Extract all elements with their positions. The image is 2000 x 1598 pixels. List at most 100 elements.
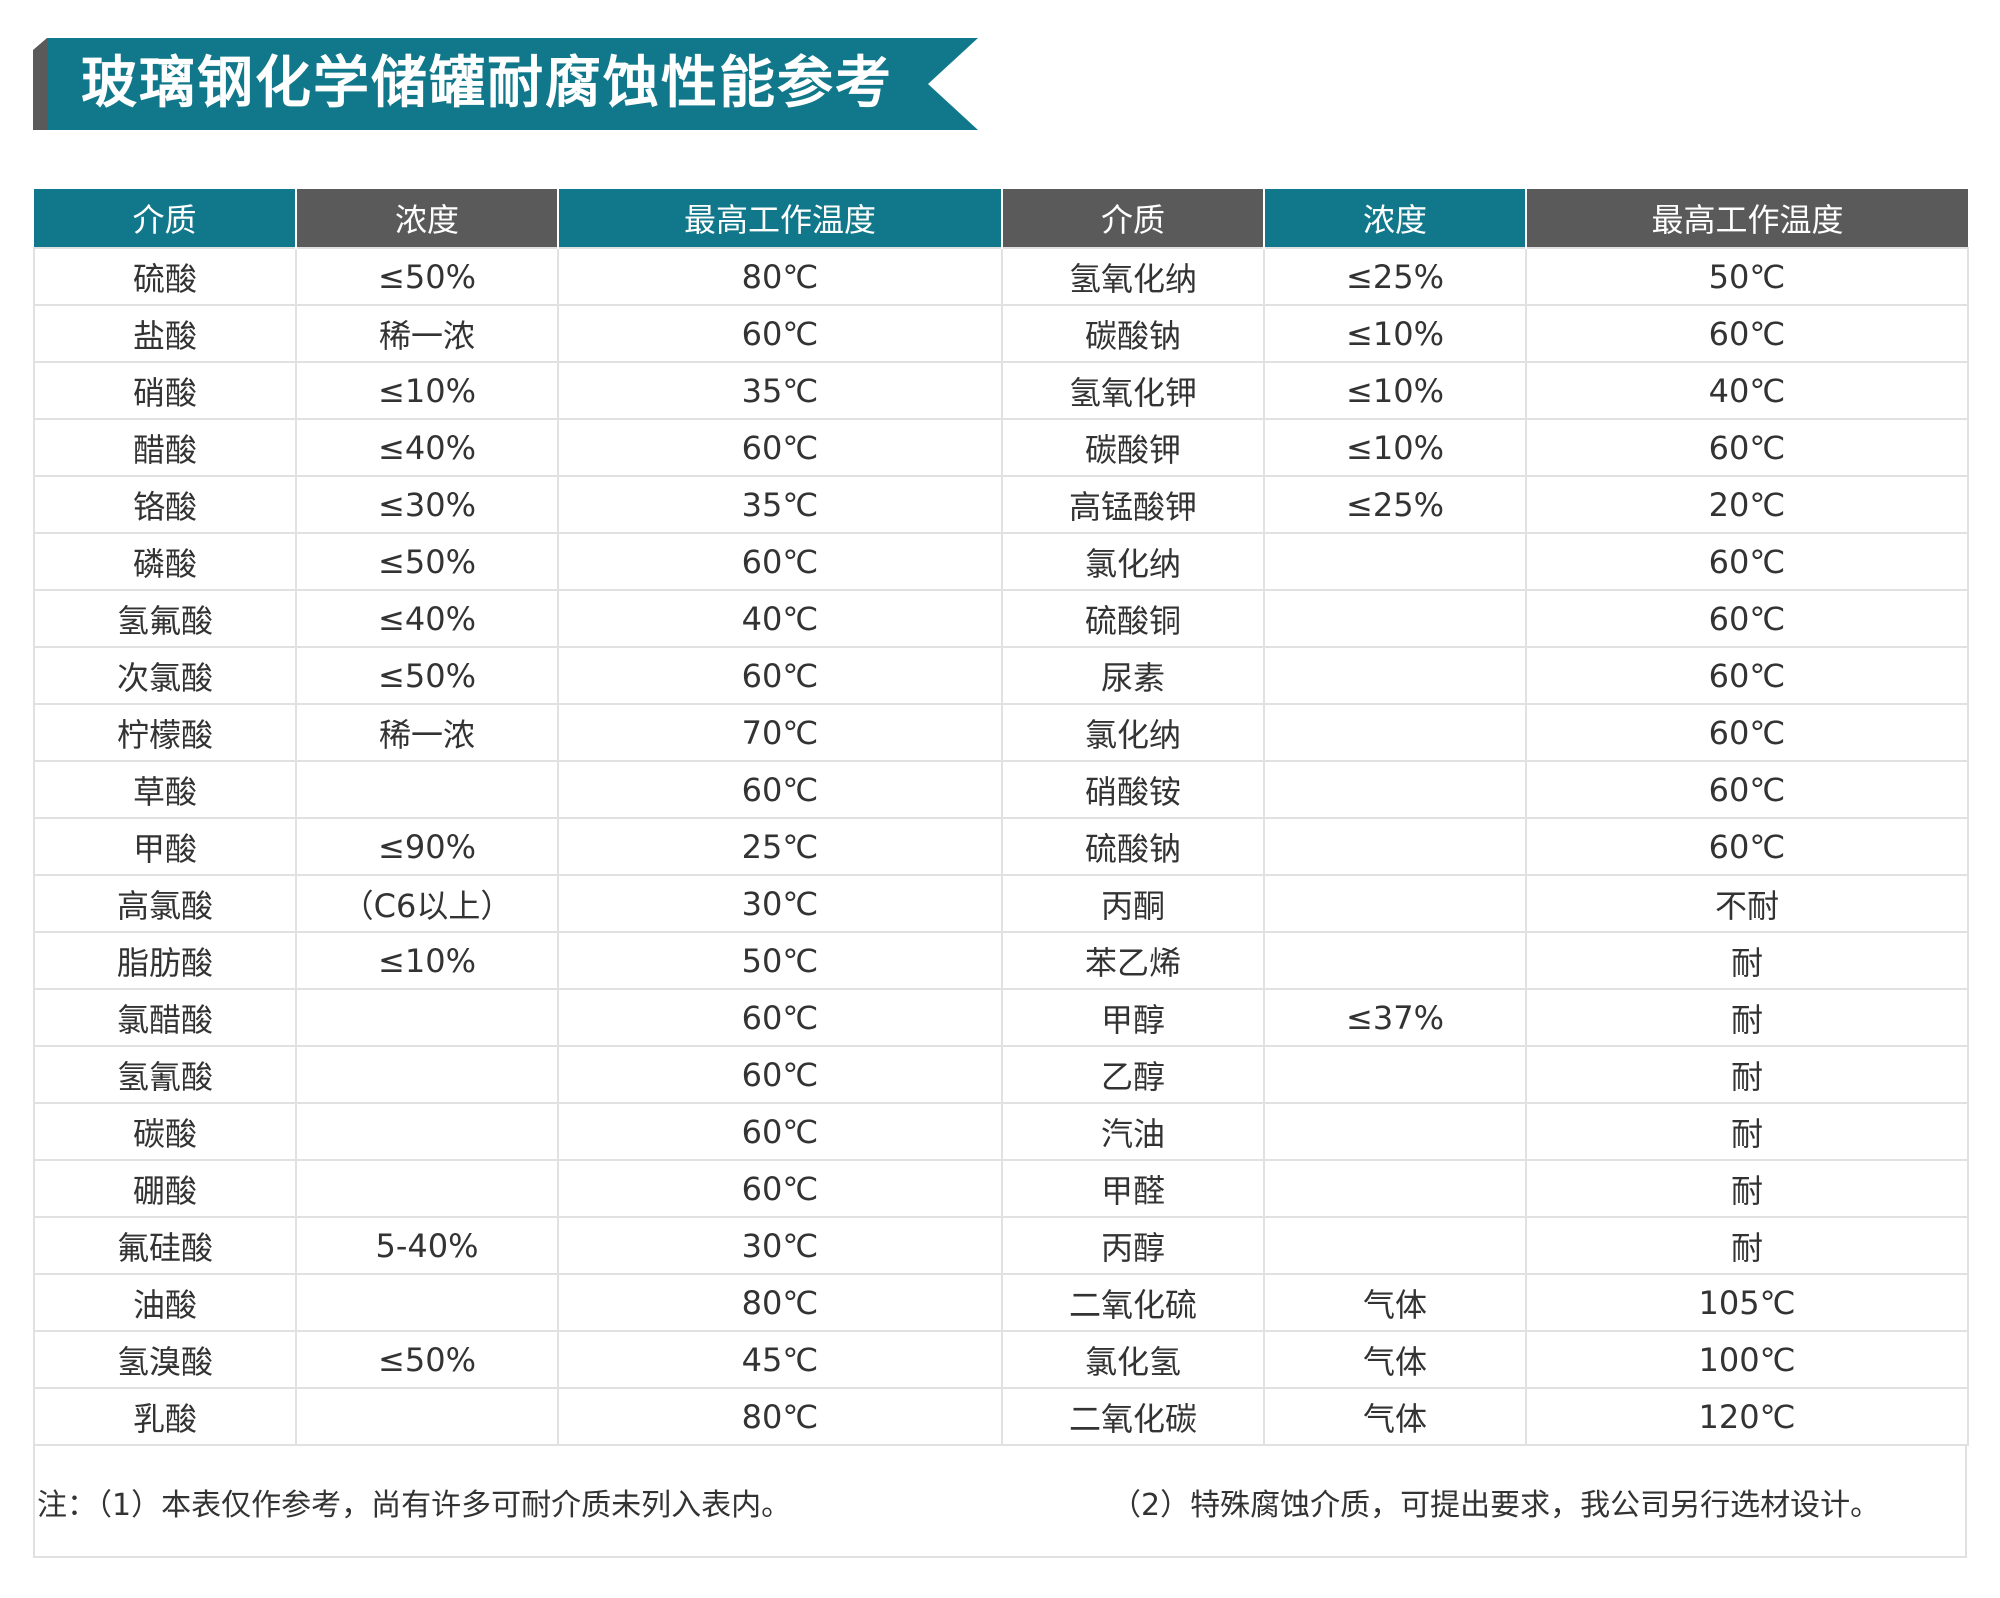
cell-medium-2: 硝酸铵 — [1001, 760, 1265, 819]
cell-max-temp: 35℃ — [557, 361, 1003, 420]
cell-max-temp: 80℃ — [557, 247, 1003, 306]
cell-concentration-2 — [1263, 703, 1527, 762]
table-row: 甲酸 ≤90% 25℃ 硫酸钠 60℃ — [33, 817, 1969, 876]
cell-medium: 高氯酸 — [33, 874, 297, 933]
cell-max-temp-2: 60℃ — [1525, 418, 1969, 477]
cell-medium: 氢氰酸 — [33, 1045, 297, 1104]
cell-medium: 油酸 — [33, 1273, 297, 1332]
cell-medium-2: 丙酮 — [1001, 874, 1265, 933]
cell-concentration: 稀一浓 — [295, 304, 559, 363]
cell-max-temp-2: 耐 — [1525, 988, 1969, 1047]
cell-medium-2: 苯乙烯 — [1001, 931, 1265, 990]
table-row: 硝酸 ≤10% 35℃ 氢氧化钾 ≤10% 40℃ — [33, 361, 1969, 420]
cell-concentration-2: ≤25% — [1263, 475, 1527, 534]
cell-concentration: （C6以上） — [295, 874, 559, 933]
table-row: 高氯酸 （C6以上） 30℃ 丙酮 不耐 — [33, 874, 1969, 933]
cell-medium-2: 氯化纳 — [1001, 532, 1265, 591]
cell-medium-2: 氯化氢 — [1001, 1330, 1265, 1389]
cell-medium-2: 高锰酸钾 — [1001, 475, 1265, 534]
cell-medium: 盐酸 — [33, 304, 297, 363]
cell-max-temp-2: 60℃ — [1525, 532, 1969, 591]
cell-max-temp: 80℃ — [557, 1387, 1003, 1446]
table-row: 盐酸 稀一浓 60℃ 碳酸钠 ≤10% 60℃ — [33, 304, 1969, 363]
cell-max-temp: 60℃ — [557, 1045, 1003, 1104]
cell-concentration — [295, 1273, 559, 1332]
data-table: 介质 浓度 最高工作温度 介质 浓度 最高工作温度 硫酸 ≤50% 80℃ 氢氧化纳 ≤… — [33, 189, 1969, 1446]
cell-concentration-2 — [1263, 760, 1527, 819]
cell-medium-2: 氯化纳 — [1001, 703, 1265, 762]
cell-concentration-2 — [1263, 1216, 1527, 1275]
table-row: 草酸 60℃ 硝酸铵 60℃ — [33, 760, 1969, 819]
cell-max-temp: 40℃ — [557, 589, 1003, 648]
cell-max-temp: 60℃ — [557, 418, 1003, 477]
cell-max-temp-2: 50℃ — [1525, 247, 1969, 306]
cell-medium: 磷酸 — [33, 532, 297, 591]
cell-max-temp: 60℃ — [557, 1102, 1003, 1161]
cell-medium-2: 碳酸钾 — [1001, 418, 1265, 477]
cell-medium-2: 汽油 — [1001, 1102, 1265, 1161]
cell-concentration — [295, 1102, 559, 1161]
cell-medium: 草酸 — [33, 760, 297, 819]
cell-concentration-2 — [1263, 589, 1527, 648]
table-row: 硼酸 60℃ 甲醛 耐 — [33, 1159, 1969, 1218]
cell-concentration — [295, 760, 559, 819]
cell-medium-2: 甲醛 — [1001, 1159, 1265, 1218]
cell-max-temp: 60℃ — [557, 646, 1003, 705]
cell-max-temp: 60℃ — [557, 1159, 1003, 1218]
cell-max-temp: 30℃ — [557, 1216, 1003, 1275]
cell-max-temp-2: 60℃ — [1525, 646, 1969, 705]
cell-concentration: ≤10% — [295, 361, 559, 420]
cell-medium-2: 氢氧化钾 — [1001, 361, 1265, 420]
table-row: 氢氟酸 ≤40% 40℃ 硫酸铜 60℃ — [33, 589, 1969, 648]
cell-max-temp-2: 60℃ — [1525, 760, 1969, 819]
cell-max-temp: 45℃ — [557, 1330, 1003, 1389]
header-medium-2: 介质 — [1002, 189, 1265, 248]
banner-background — [33, 38, 978, 130]
cell-concentration: ≤90% — [295, 817, 559, 876]
table-row: 乳酸 80℃ 二氧化碳 气体 120℃ — [33, 1387, 1969, 1446]
cell-medium: 氟硅酸 — [33, 1216, 297, 1275]
cell-concentration-2: 气体 — [1263, 1330, 1527, 1389]
table-row: 铬酸 ≤30% 35℃ 高锰酸钾 ≤25% 20℃ — [33, 475, 1969, 534]
cell-concentration — [295, 988, 559, 1047]
cell-concentration — [295, 1045, 559, 1104]
cell-medium-2: 碳酸钠 — [1001, 304, 1265, 363]
table-row: 氢氰酸 60℃ 乙醇 耐 — [33, 1045, 1969, 1104]
table-row: 脂肪酸 ≤10% 50℃ 苯乙烯 耐 — [33, 931, 1969, 990]
cell-concentration-2 — [1263, 1045, 1527, 1104]
cell-concentration: ≤50% — [295, 646, 559, 705]
cell-medium-2: 二氧化硫 — [1001, 1273, 1265, 1332]
table-row: 氢溴酸 ≤50% 45℃ 氯化氢 气体 100℃ — [33, 1330, 1969, 1389]
header-row: 介质 浓度 最高工作温度 介质 浓度 最高工作温度 — [34, 189, 1968, 248]
cell-concentration: 稀一浓 — [295, 703, 559, 762]
cell-max-temp-2: 60℃ — [1525, 817, 1969, 876]
cell-concentration-2: ≤10% — [1263, 304, 1527, 363]
cell-max-temp-2: 60℃ — [1525, 589, 1969, 648]
cell-max-temp: 60℃ — [557, 304, 1003, 363]
cell-max-temp: 25℃ — [557, 817, 1003, 876]
cell-max-temp-2: 60℃ — [1525, 703, 1969, 762]
table-row: 次氯酸 ≤50% 60℃ 尿素 60℃ — [33, 646, 1969, 705]
cell-max-temp: 60℃ — [557, 760, 1003, 819]
cell-max-temp: 80℃ — [557, 1273, 1003, 1332]
cell-concentration: ≤50% — [295, 247, 559, 306]
cell-max-temp: 50℃ — [557, 931, 1003, 990]
corrosion-resistance-table: 介质 浓度 最高工作温度 介质 浓度 最高工作温度 硫酸 ≤50% 80℃ 氢氧化纳 ≤… — [33, 189, 1969, 1558]
cell-max-temp-2: 105℃ — [1525, 1273, 1969, 1332]
table-row: 油酸 80℃ 二氧化硫 气体 105℃ — [33, 1273, 1969, 1332]
cell-medium: 氢溴酸 — [33, 1330, 297, 1389]
cell-concentration-2 — [1263, 1159, 1527, 1218]
page-title: 玻璃钢化学储罐耐腐蚀性能参考 — [81, 51, 893, 116]
cell-medium: 硝酸 — [33, 361, 297, 420]
cell-max-temp-2: 不耐 — [1525, 874, 1969, 933]
cell-medium-2: 二氧化碳 — [1001, 1387, 1265, 1446]
cell-max-temp-2: 40℃ — [1525, 361, 1969, 420]
table-row: 柠檬酸 稀一浓 70℃ 氯化纳 60℃ — [33, 703, 1969, 762]
cell-concentration-2 — [1263, 817, 1527, 876]
table-row: 磷酸 ≤50% 60℃ 氯化纳 60℃ — [33, 532, 1969, 591]
note-1: 注：（1）本表仅作参考，尚有许多可耐介质未列入表内。 — [37, 1488, 792, 1523]
cell-concentration-2 — [1263, 646, 1527, 705]
table-row: 醋酸 ≤40% 60℃ 碳酸钾 ≤10% 60℃ — [33, 418, 1969, 477]
cell-medium-2: 硫酸钠 — [1001, 817, 1265, 876]
cell-max-temp-2: 20℃ — [1525, 475, 1969, 534]
